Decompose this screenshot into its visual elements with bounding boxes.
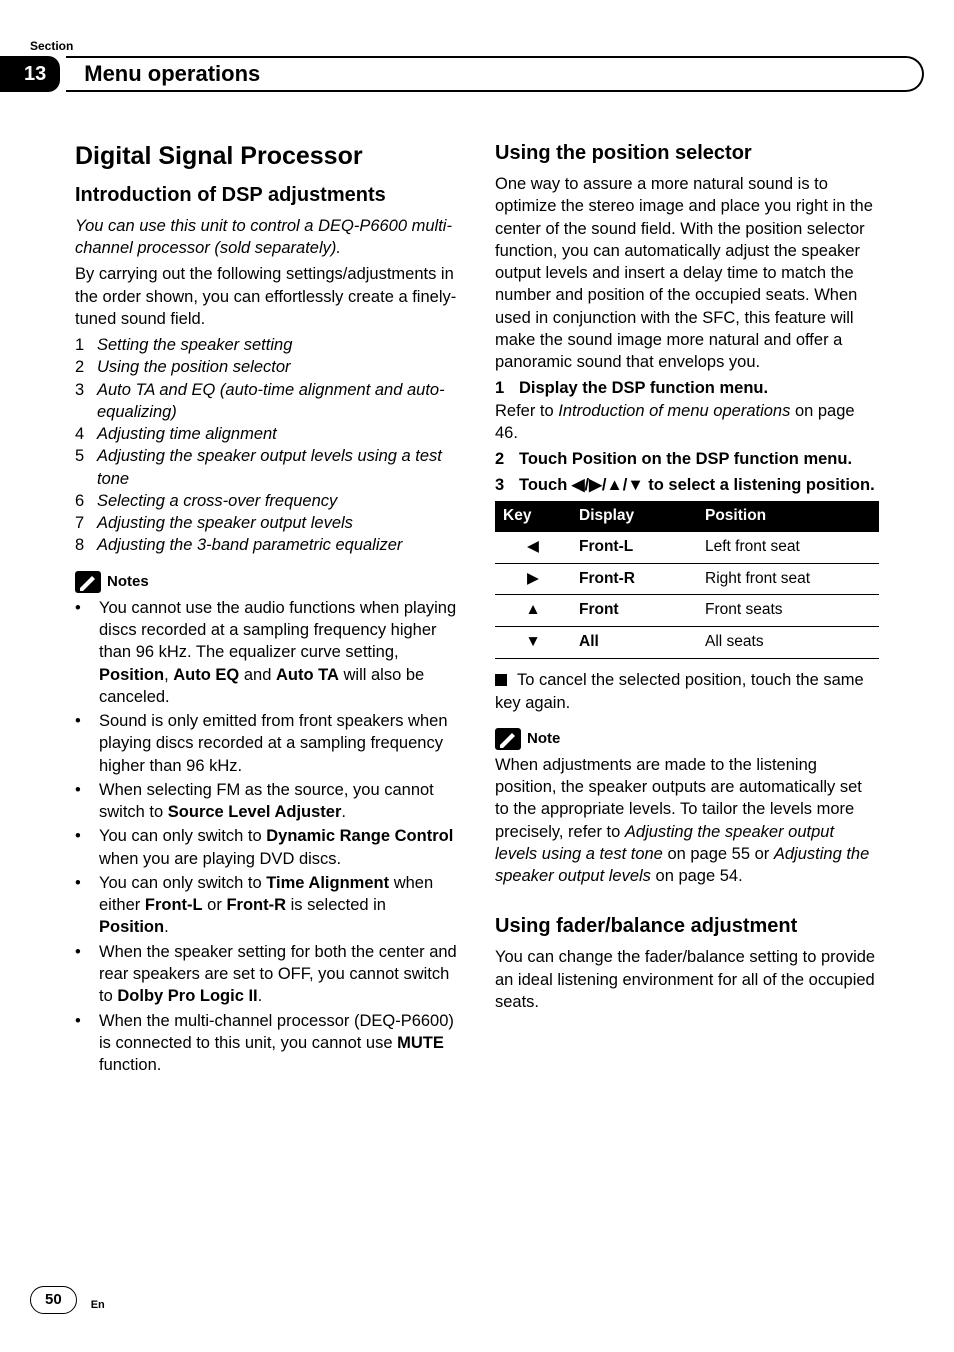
numbered-list: 1Setting the speaker setting2Using the p… (75, 334, 459, 557)
step1-head: Display the DSP function menu. (519, 379, 768, 397)
numbered-item: 6Selecting a cross-over frequency (75, 490, 459, 512)
notes-label: Notes (107, 572, 149, 592)
step1-body: Refer to Introduction of menu operations… (495, 400, 879, 445)
note-item: •You can only switch to Dynamic Range Co… (75, 825, 459, 870)
numbered-item: 3Auto TA and EQ (auto-time alignment and… (75, 379, 459, 424)
h2-fader: Using fader/balance adjustment (495, 913, 879, 940)
note-item: •You can only switch to Time Alignment w… (75, 872, 459, 939)
step2-head: Touch Position on the DSP function menu. (519, 450, 852, 468)
note-item: •Sound is only emitted from front speake… (75, 710, 459, 777)
notes-list: •You cannot use the audio functions when… (75, 597, 459, 1077)
right-column: Using the position selector One way to a… (495, 140, 879, 1252)
left-column: Digital Signal Processor Introduction of… (75, 140, 459, 1252)
numbered-item: 4Adjusting time alignment (75, 423, 459, 445)
cancel-note: To cancel the selected position, touch t… (495, 669, 879, 714)
position-intro: One way to assure a more natural sound i… (495, 173, 879, 373)
notes-heading: Notes (75, 571, 459, 593)
step3-head: Touch ◀/▶/▲/▼ to select a listening posi… (519, 476, 875, 494)
numbered-item: 8Adjusting the 3-band parametric equaliz… (75, 534, 459, 556)
table-row: ◀Front-LLeft front seat (495, 532, 879, 563)
h2-intro: Introduction of DSP adjustments (75, 182, 459, 209)
pencil-icon (75, 571, 101, 593)
fader-intro: You can change the fader/balance setting… (495, 946, 879, 1013)
position-table: Key Display Position ◀Front-LLeft front … (495, 501, 879, 660)
page-title: Menu operations (84, 59, 260, 89)
note-heading: Note (495, 728, 879, 750)
pencil-icon (495, 728, 521, 750)
step-1: 1Display the DSP function menu. Refer to… (495, 377, 879, 444)
note-body-mid: on page 55 or (663, 845, 774, 863)
footer: 50 En (30, 1286, 105, 1314)
numbered-item: 1Setting the speaker setting (75, 334, 459, 356)
header-row: 13 Menu operations (0, 56, 924, 92)
section-number-badge: 13 (0, 56, 60, 92)
note-body-post: on page 54. (651, 867, 743, 885)
intro-italic: You can use this unit to control a DEQ-P… (75, 215, 459, 260)
step1-body-italic: Introduction of menu operations (558, 402, 790, 420)
th-display: Display (571, 501, 697, 532)
note-label: Note (527, 729, 560, 749)
step-2: 2Touch Position on the DSP function menu… (495, 448, 879, 470)
cancel-note-text: To cancel the selected position, touch t… (495, 671, 864, 711)
th-position: Position (697, 501, 879, 532)
header-title-wrap: Menu operations (66, 56, 924, 92)
th-key: Key (495, 501, 571, 532)
step1-body-pre: Refer to (495, 402, 558, 420)
section-label: Section (30, 38, 73, 54)
table-row: ▼AllAll seats (495, 627, 879, 659)
step-3: 3Touch ◀/▶/▲/▼ to select a listening pos… (495, 474, 879, 496)
intro-body: By carrying out the following settings/a… (75, 263, 459, 330)
note-body: When adjustments are made to the listeni… (495, 754, 879, 888)
numbered-item: 5Adjusting the speaker output levels usi… (75, 445, 459, 490)
note-item: •You cannot use the audio functions when… (75, 597, 459, 708)
numbered-item: 7Adjusting the speaker output levels (75, 512, 459, 534)
note-item: •When the speaker setting for both the c… (75, 941, 459, 1008)
numbered-item: 2Using the position selector (75, 356, 459, 378)
h2-position: Using the position selector (495, 140, 879, 167)
note-item: •When selecting FM as the source, you ca… (75, 779, 459, 824)
lang-label: En (91, 1298, 105, 1313)
page-number: 50 (30, 1286, 77, 1314)
note-item: •When the multi-channel processor (DEQ-P… (75, 1010, 459, 1077)
square-bullet-icon (495, 674, 507, 686)
table-row: ▶Front-RRight front seat (495, 563, 879, 595)
h1-dsp: Digital Signal Processor (75, 140, 459, 174)
table-row: ▲FrontFront seats (495, 595, 879, 627)
